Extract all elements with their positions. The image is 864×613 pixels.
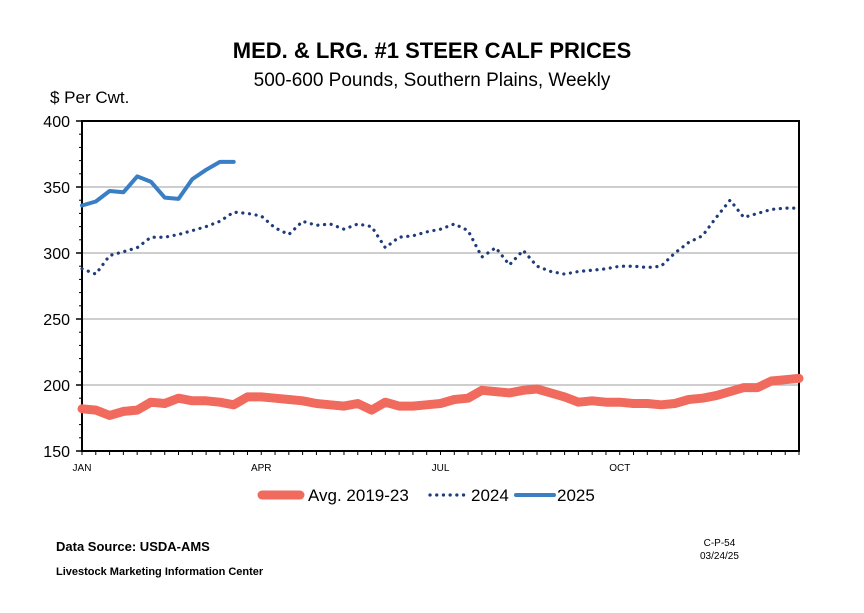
legend-label: 2024 bbox=[471, 486, 509, 505]
legend-label: Avg. 2019-23 bbox=[308, 486, 409, 505]
chart-id: C-P-54 bbox=[703, 538, 736, 549]
legend-label: 2025 bbox=[557, 486, 595, 505]
x-tick-label: JAN bbox=[73, 463, 92, 474]
plot-frame bbox=[81, 120, 800, 452]
y-axis-label: $ Per Cwt. bbox=[50, 88, 130, 107]
series-line-avg-2019-23 bbox=[77, 373, 804, 420]
y-tick-label: 150 bbox=[43, 444, 70, 461]
chart-code: C-P-54 03/24/25 bbox=[700, 537, 739, 563]
series-line-2024 bbox=[80, 198, 801, 276]
y-tick-label: 350 bbox=[43, 180, 70, 197]
publisher-name: Livestock Marketing Information Center bbox=[56, 566, 264, 578]
y-tick-label: 250 bbox=[43, 312, 70, 329]
x-tick-label: JUL bbox=[432, 463, 450, 474]
y-tick-label: 400 bbox=[43, 114, 70, 131]
chart-subtitle: 500-600 Pounds, Southern Plains, Weekly bbox=[253, 70, 611, 91]
chart-date: 03/24/25 bbox=[700, 551, 739, 562]
x-tick-label: APR bbox=[251, 463, 272, 474]
data-source-note: Data Source: USDA-AMS bbox=[56, 539, 210, 554]
chart-title: MED. & LRG. #1 STEER CALF PRICES bbox=[232, 38, 632, 63]
x-tick-label: OCT bbox=[609, 463, 630, 474]
series-line-2025 bbox=[80, 159, 236, 208]
y-tick-label: 200 bbox=[43, 378, 70, 395]
y-tick-label: 300 bbox=[43, 246, 70, 263]
